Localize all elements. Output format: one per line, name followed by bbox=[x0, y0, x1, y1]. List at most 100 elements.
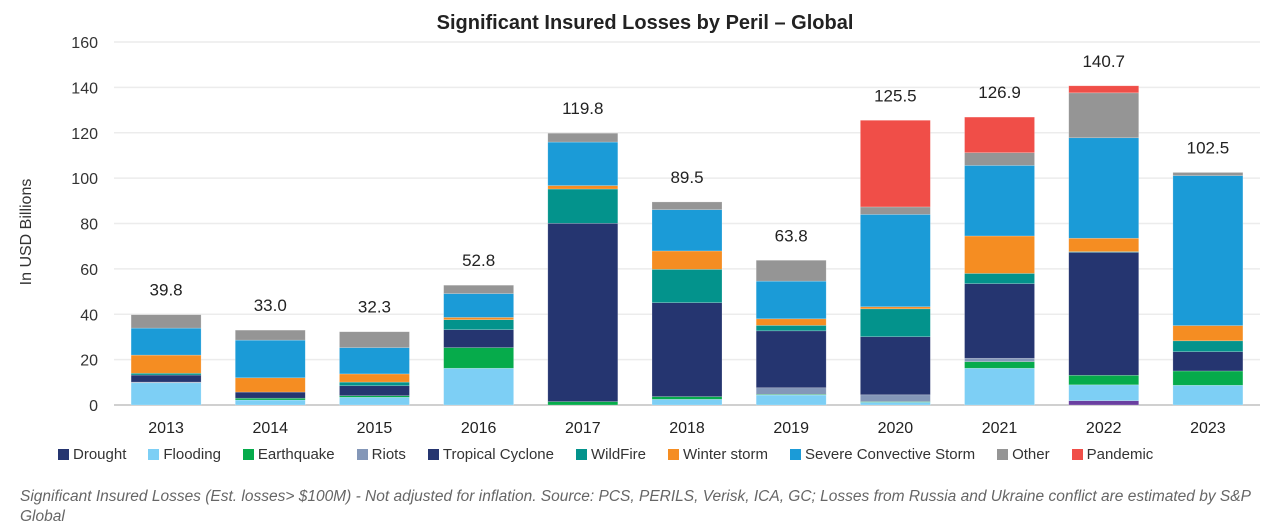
total-data-label: 52.8 bbox=[462, 251, 495, 270]
legend-item: Severe Convective Storm bbox=[790, 446, 975, 463]
legend-swatch bbox=[148, 449, 160, 460]
legend-label: Drought bbox=[73, 446, 127, 463]
y-tick-label: 80 bbox=[80, 217, 98, 234]
legend-item: Riots bbox=[356, 446, 406, 463]
bar-segment-other bbox=[651, 201, 723, 210]
bar-segment-severe-convective-storm bbox=[860, 214, 931, 308]
x-tick-label: 2015 bbox=[357, 420, 393, 437]
bar-segment-winter-storm bbox=[339, 373, 410, 383]
bar-segment-tropical-cyclone bbox=[651, 302, 723, 397]
bar-segment-tropical-cyclone bbox=[443, 329, 514, 348]
bar-segment-earthquake bbox=[234, 397, 306, 401]
bar-segment-wildfire bbox=[755, 325, 827, 332]
total-data-label: 102.5 bbox=[1187, 138, 1230, 157]
legend-item: Flooding bbox=[148, 446, 221, 463]
bar-segment-drought bbox=[1068, 400, 1140, 406]
legend-swatch bbox=[356, 449, 368, 460]
bar-segment-severe-convective-storm bbox=[964, 165, 1035, 237]
x-tick-label: 2014 bbox=[252, 420, 288, 437]
footnote: Significant Insured Losses (Est. losses>… bbox=[20, 488, 1251, 525]
bar-segment-pandemic bbox=[1068, 85, 1140, 94]
legend-item: Drought bbox=[58, 446, 126, 463]
total-data-label: 32.3 bbox=[358, 298, 391, 317]
bar-segment-tropical-cyclone bbox=[339, 385, 410, 396]
legend-label: Pandemic bbox=[1086, 446, 1154, 463]
total-data-label: 140.7 bbox=[1082, 52, 1125, 71]
bar-segment-winter-storm bbox=[860, 306, 931, 310]
bar-segment-winter-storm bbox=[1068, 237, 1140, 252]
total-data-label: 89.5 bbox=[670, 168, 703, 187]
bar-segment-wildfire bbox=[547, 188, 619, 224]
bar-segment-wildfire bbox=[1068, 251, 1140, 253]
x-tick-label: 2017 bbox=[565, 420, 601, 437]
bar-segment-riots bbox=[860, 394, 931, 402]
bar-segment-earthquake bbox=[964, 361, 1035, 369]
legend-label: Earthquake bbox=[257, 446, 335, 463]
bar-segment-wildfire bbox=[860, 308, 931, 338]
legend-swatch bbox=[997, 449, 1009, 460]
legend-swatch bbox=[1071, 449, 1083, 460]
bar-segment-other bbox=[964, 152, 1035, 166]
bar-segment-flooding bbox=[1172, 384, 1244, 406]
y-tick-label: 120 bbox=[71, 126, 98, 143]
legend-label: WildFire bbox=[591, 446, 646, 463]
x-tick-label: 2021 bbox=[982, 420, 1018, 437]
x-tick-label: 2023 bbox=[1190, 420, 1226, 437]
x-tick-label: 2022 bbox=[1086, 420, 1122, 437]
bar-segment-tropical-cyclone bbox=[234, 391, 306, 399]
bar-segment-severe-convective-storm bbox=[234, 339, 306, 379]
bar-segment-winter-storm bbox=[964, 235, 1035, 274]
chart-title: Significant Insured Losses by Peril – Gl… bbox=[437, 12, 854, 34]
bar-segment-flooding bbox=[1068, 384, 1140, 401]
bar-segment-winter-storm bbox=[651, 250, 723, 270]
legend-swatch bbox=[576, 449, 587, 460]
legend-swatch bbox=[790, 449, 802, 460]
x-tick-label: 2018 bbox=[669, 420, 705, 437]
bar-segment-winter-storm bbox=[234, 377, 306, 393]
y-axis-label: In USD Billions bbox=[18, 179, 35, 286]
bar-segment-tropical-cyclone bbox=[130, 374, 202, 383]
x-tick-label: 2013 bbox=[148, 420, 184, 437]
bar-segment-other bbox=[1172, 172, 1244, 176]
bar-segment-flooding bbox=[443, 367, 514, 406]
bar-segment-severe-convective-storm bbox=[130, 327, 202, 356]
bar-segment-tropical-cyclone bbox=[1068, 252, 1140, 376]
legend-item: Tropical Cyclone bbox=[427, 446, 554, 463]
bar-segment-winter-storm bbox=[755, 318, 827, 326]
bar-segment-flooding bbox=[964, 367, 1035, 406]
bar-segment-severe-convective-storm bbox=[339, 347, 410, 375]
bar-segment-other bbox=[443, 284, 514, 294]
bar-segment-tropical-cyclone bbox=[1172, 351, 1244, 372]
bar-segment-earthquake bbox=[1172, 370, 1244, 386]
x-tick-label: 2019 bbox=[773, 420, 809, 437]
bar-segment-winter-storm bbox=[443, 317, 514, 320]
bar-segment-flooding bbox=[651, 399, 723, 406]
bar-segment-riots bbox=[130, 381, 202, 384]
bar-segment-other bbox=[547, 132, 619, 143]
bar-segment-wildfire bbox=[1172, 340, 1244, 352]
legend-item: WildFire bbox=[576, 446, 646, 463]
legend-swatch bbox=[668, 449, 679, 460]
bar-segment-pandemic bbox=[964, 116, 1035, 154]
bar-segment-wildfire bbox=[964, 273, 1035, 284]
bar-segment-wildfire bbox=[339, 381, 410, 387]
bar-segment-other bbox=[234, 329, 306, 341]
bar-segment-severe-convective-storm bbox=[443, 293, 514, 318]
bar-segment-earthquake bbox=[443, 347, 514, 369]
legend-swatch bbox=[58, 449, 69, 460]
bar-segment-flooding bbox=[130, 382, 202, 406]
legend-label: Flooding bbox=[163, 446, 221, 463]
bar-segment-other bbox=[339, 331, 410, 348]
total-data-label: 119.8 bbox=[562, 99, 603, 118]
bar-segment-riots bbox=[755, 387, 827, 395]
bar-segment-earthquake bbox=[547, 401, 619, 406]
legend-label: Riots bbox=[371, 446, 406, 463]
total-data-label: 125.5 bbox=[874, 86, 917, 105]
legend-label: Other bbox=[1012, 446, 1050, 463]
legend-swatch bbox=[427, 449, 439, 460]
y-tick-label: 60 bbox=[80, 262, 98, 279]
legend-item: Winter storm bbox=[668, 446, 768, 463]
bar-segment-other bbox=[130, 314, 202, 329]
y-tick-label: 20 bbox=[80, 353, 98, 370]
bar-segment-tropical-cyclone bbox=[860, 336, 931, 396]
